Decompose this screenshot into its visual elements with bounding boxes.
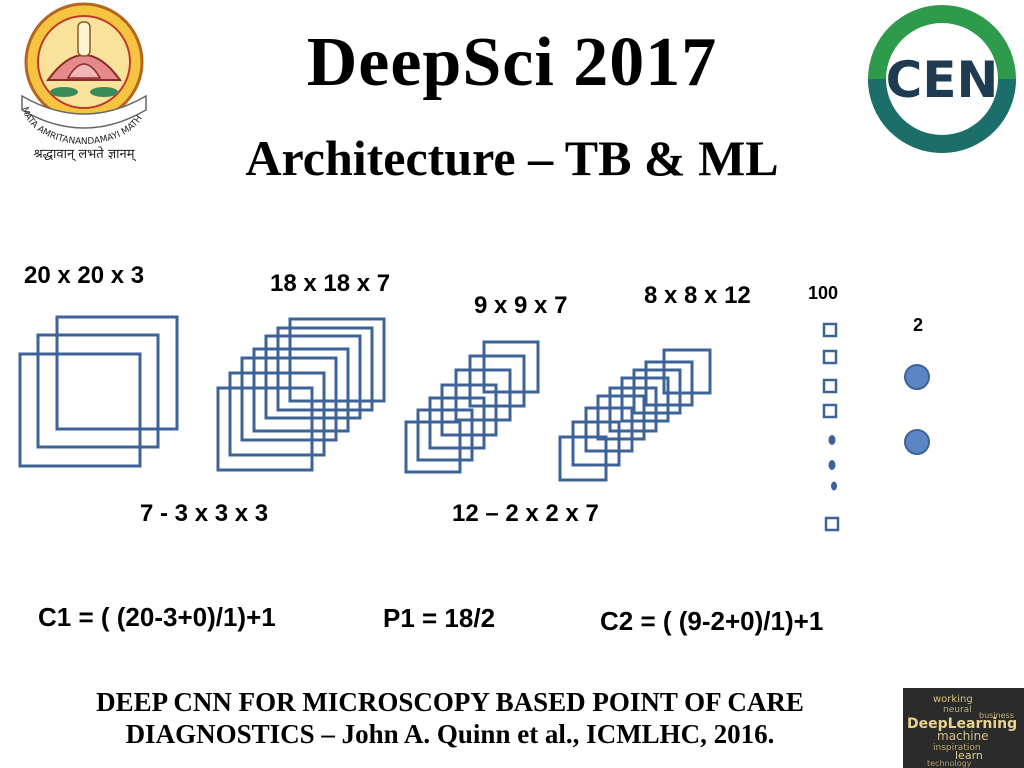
conv2-feature-map xyxy=(644,360,694,407)
fc-layer xyxy=(822,322,840,532)
cloud-word: machine xyxy=(937,729,989,743)
label-conv1-kernel: 7 - 3 x 3 x 3 xyxy=(140,500,269,527)
cloud-word: neural xyxy=(943,705,972,715)
slide-title: DeepSci 2017 xyxy=(306,24,718,101)
label-input-layer: 20 x 20 x 3 xyxy=(24,262,145,289)
input-volume xyxy=(18,315,179,468)
conv2-feature-map xyxy=(558,435,608,482)
conv1-feature-map xyxy=(276,326,374,412)
fc-neuron xyxy=(822,403,838,419)
footer-citation: DEEP CNN FOR MICROSCOPY BASED POINT OF C… xyxy=(0,686,900,750)
input-channel xyxy=(18,352,142,468)
pool1-feature-map xyxy=(482,340,540,394)
fc-neuron xyxy=(822,322,838,338)
deep-learning-wordcloud-logo: working neural business DeepLearning mac… xyxy=(903,688,1024,768)
formula-c2: C2 = ( (9-2+0)/1)+1 xyxy=(600,606,824,636)
cloud-word: DeepLearning xyxy=(907,716,1017,732)
ellipsis-dot xyxy=(831,481,837,491)
amrita-emblem-logo: MATA AMRITANANDAMAYI MATH श्रद्धावान् लभ… xyxy=(19,2,147,162)
cloud-word: technology xyxy=(927,759,972,768)
fc-neuron xyxy=(822,378,838,394)
output-neuron xyxy=(904,429,930,455)
label-conv1-output: 18 x 18 x 7 xyxy=(270,270,391,297)
cloud-word: inspiration xyxy=(933,743,981,753)
label-output-layer: 2 xyxy=(913,315,924,335)
label-pool1-output: 9 x 9 x 7 xyxy=(474,292,568,319)
pool1-feature-map xyxy=(468,354,526,408)
conv1-feature-map xyxy=(288,317,386,403)
formula-c1: C1 = ( (20-3+0)/1)+1 xyxy=(38,602,276,632)
conv2-volume xyxy=(558,348,712,482)
label-conv2-output: 8 x 8 x 12 xyxy=(644,282,751,309)
label-conv2-kernel: 12 – 2 x 2 x 7 xyxy=(452,500,599,527)
fc-neuron xyxy=(822,349,838,365)
fc-neuron xyxy=(824,516,840,532)
pool1-volume xyxy=(404,340,540,474)
conv2-feature-map xyxy=(662,348,712,395)
slide-subtitle: Architecture – TB & ML xyxy=(245,130,779,186)
conv1-volume xyxy=(216,317,386,472)
conv1-feature-map xyxy=(252,347,350,433)
cen-logo-text: CEN xyxy=(886,51,999,109)
conv2-feature-map xyxy=(571,420,621,467)
cloud-word: working xyxy=(933,694,973,705)
cen-logo: CEN xyxy=(868,5,1016,153)
label-fc-layer: 100 xyxy=(808,283,839,303)
footer-line-2: DIAGNOSTICS – John A. Quinn et al., ICML… xyxy=(125,719,775,749)
output-neuron xyxy=(904,364,930,390)
footer-line-1: DEEP CNN FOR MICROSCOPY BASED POINT OF C… xyxy=(96,687,804,717)
formula-p1: P1 = 18/2 xyxy=(383,603,496,633)
input-channel xyxy=(36,333,160,449)
emblem-motto: श्रद्धावान् लभते ज्ञानम् xyxy=(33,146,136,162)
ellipsis-dot xyxy=(828,460,836,470)
ellipsis-dot xyxy=(828,435,836,445)
input-channel xyxy=(55,315,179,431)
cloud-word: learn xyxy=(955,749,983,762)
cloud-word: business xyxy=(979,711,1014,720)
conv1-feature-map xyxy=(264,334,362,420)
output-layer xyxy=(904,364,930,455)
